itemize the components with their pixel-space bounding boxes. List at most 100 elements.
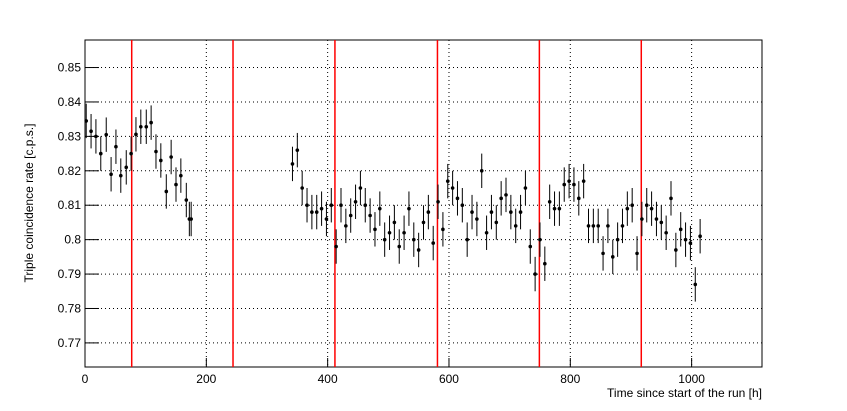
- point: [402, 230, 406, 235]
- point: [348, 213, 353, 218]
- point: [118, 173, 123, 178]
- point: [538, 237, 542, 242]
- point: [615, 237, 620, 242]
- point: [416, 248, 421, 252]
- point: [358, 186, 363, 190]
- point: [659, 220, 664, 225]
- point: [397, 244, 402, 249]
- point: [567, 179, 571, 183]
- point: [129, 151, 133, 156]
- point: [460, 203, 465, 208]
- point: [509, 210, 513, 214]
- point: [523, 186, 528, 190]
- point: [431, 241, 436, 245]
- point: [489, 210, 494, 214]
- x-tick-label: 200: [196, 372, 216, 386]
- point: [104, 132, 109, 137]
- point: [528, 244, 533, 249]
- point: [625, 206, 630, 211]
- point: [552, 206, 557, 211]
- point: [339, 203, 343, 208]
- point: [84, 119, 89, 123]
- point: [465, 237, 469, 242]
- point: [314, 210, 319, 214]
- point: [329, 203, 334, 208]
- y-tick-label: 0.79: [58, 267, 82, 281]
- point: [387, 230, 392, 235]
- point: [324, 217, 329, 221]
- point: [334, 244, 338, 249]
- point: [606, 224, 610, 228]
- y-tick-label: 0.82: [58, 164, 82, 178]
- point: [109, 172, 113, 177]
- y-tick-label: 0.81: [58, 198, 82, 212]
- y-tick-label: 0.77: [58, 336, 82, 350]
- x-tick-label: 1000: [678, 372, 705, 386]
- y-tick-label: 0.83: [58, 129, 82, 143]
- point: [436, 199, 440, 204]
- point: [610, 255, 615, 259]
- point: [98, 151, 103, 156]
- point: [572, 182, 576, 187]
- point: [310, 210, 314, 214]
- point: [504, 193, 508, 197]
- point: [441, 227, 445, 232]
- point: [382, 237, 387, 242]
- point: [445, 179, 450, 183]
- point: [300, 186, 304, 190]
- point: [363, 203, 368, 208]
- y-tick-label: 0.78: [58, 301, 82, 315]
- point: [513, 224, 518, 228]
- x-axis-label: Time since start of the run [h]: [607, 386, 762, 400]
- point: [499, 196, 503, 201]
- y-tick-label: 0.8: [64, 233, 81, 247]
- point: [139, 124, 143, 129]
- point: [533, 272, 537, 276]
- point: [295, 148, 300, 152]
- point: [159, 158, 163, 163]
- point: [576, 196, 581, 201]
- point: [450, 186, 455, 190]
- point: [184, 198, 189, 202]
- point: [581, 179, 586, 183]
- point: [557, 206, 562, 211]
- point: [601, 251, 605, 256]
- point: [586, 224, 591, 228]
- point: [368, 213, 372, 218]
- point: [479, 169, 484, 173]
- point: [426, 210, 431, 214]
- point: [179, 173, 183, 178]
- point: [591, 224, 596, 228]
- point: [484, 230, 489, 235]
- point: [693, 282, 698, 287]
- point: [124, 165, 129, 170]
- point: [290, 162, 295, 166]
- point: [674, 248, 678, 252]
- point: [187, 217, 192, 221]
- point: [678, 227, 683, 232]
- x-tick-label: 800: [560, 372, 580, 386]
- point: [144, 124, 149, 129]
- point: [164, 189, 169, 194]
- point: [421, 220, 426, 225]
- point: [149, 120, 153, 125]
- point: [547, 199, 552, 204]
- point: [683, 237, 688, 242]
- point: [134, 132, 138, 137]
- point: [114, 144, 118, 149]
- y-tick-label: 0.85: [58, 61, 82, 75]
- point: [407, 206, 411, 211]
- point: [649, 206, 654, 211]
- point: [688, 241, 693, 245]
- x-tick-label: 0: [82, 372, 89, 386]
- point: [392, 220, 397, 225]
- point: [630, 203, 634, 208]
- point: [319, 206, 324, 211]
- y-tick-label: 0.84: [58, 95, 82, 109]
- point: [596, 224, 601, 228]
- point: [669, 196, 673, 201]
- point: [373, 227, 377, 232]
- point: [89, 129, 93, 134]
- point: [664, 230, 668, 235]
- point: [562, 182, 567, 187]
